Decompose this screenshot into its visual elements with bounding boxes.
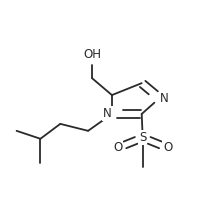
Text: N: N	[160, 92, 168, 105]
Text: OH: OH	[83, 48, 101, 61]
Text: O: O	[163, 141, 172, 154]
Text: O: O	[113, 141, 122, 154]
Text: N: N	[103, 107, 112, 120]
Text: S: S	[139, 131, 146, 144]
